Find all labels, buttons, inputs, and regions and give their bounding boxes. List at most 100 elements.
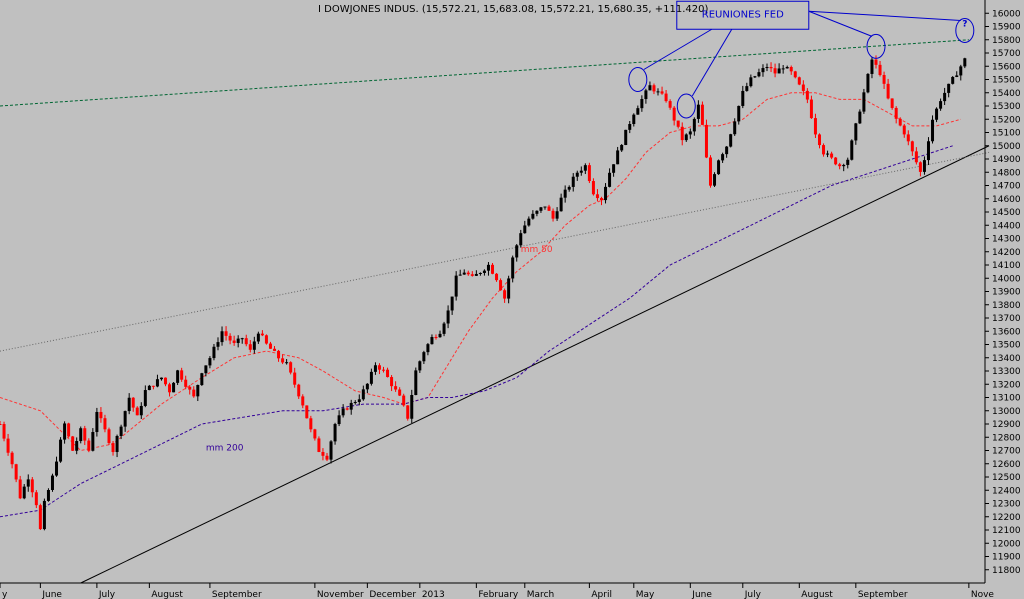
candle-body <box>963 58 967 67</box>
candle-body <box>192 389 196 397</box>
candle-body <box>789 66 793 72</box>
candle-body <box>708 157 712 186</box>
y-tick-label: 15900 <box>992 23 1021 33</box>
candle-body <box>268 343 272 349</box>
candle-body <box>6 438 10 453</box>
trendline-dashed <box>0 39 969 107</box>
y-tick-label: 14000 <box>992 274 1021 284</box>
candle-body <box>55 461 59 476</box>
y-tick-label: 15000 <box>992 142 1021 152</box>
candle-body <box>200 373 204 385</box>
candle-body <box>539 207 543 211</box>
candle-body <box>329 441 333 460</box>
candle-body <box>438 333 442 338</box>
candle-body <box>680 126 684 141</box>
candle-body <box>805 90 809 100</box>
candle-body <box>236 338 240 343</box>
y-tick-label: 12300 <box>992 500 1021 510</box>
candle-body <box>696 104 700 119</box>
y-tick-label: 12200 <box>992 513 1021 523</box>
candle-body <box>244 338 248 345</box>
candle-body <box>50 475 54 491</box>
candle-body <box>519 233 523 246</box>
y-tick-label: 14500 <box>992 208 1021 218</box>
candle-body <box>466 272 470 275</box>
y-tick-label: 14700 <box>992 182 1021 192</box>
chart-header: I DOWJONES INDUS. (15,572.21, 15,683.08,… <box>318 4 709 15</box>
candle-body <box>180 370 184 380</box>
candle-body <box>939 101 943 109</box>
candle-body <box>801 84 805 91</box>
candle-body <box>240 338 244 340</box>
y-tick-label: 16000 <box>992 9 1021 19</box>
candle-body <box>583 165 587 171</box>
candle-body <box>955 75 959 77</box>
candle-body <box>951 76 955 84</box>
candle-body <box>809 99 813 119</box>
x-tick-label: July <box>744 590 762 599</box>
x-tick-label: February <box>478 590 519 599</box>
candle-body <box>713 174 717 186</box>
annotations: mm 50 mm 200 REUNIONES FED? <box>206 0 975 454</box>
candle-body <box>99 411 103 419</box>
candle-body <box>208 358 212 366</box>
candle-body <box>418 361 422 371</box>
fed-meeting-circle <box>955 17 975 43</box>
x-tick-label: y <box>2 590 8 599</box>
candle-body <box>402 395 406 406</box>
candle-body <box>260 333 264 336</box>
candle-body <box>838 164 842 167</box>
candle-body <box>862 92 866 112</box>
fed-label-box <box>676 0 810 30</box>
candle-body <box>640 99 644 109</box>
candle-body <box>79 428 83 442</box>
candle-body <box>725 146 729 155</box>
y-tick-label: 13500 <box>992 341 1021 351</box>
y-tick-label: 12800 <box>992 433 1021 443</box>
y-tick-label: 14900 <box>992 155 1021 165</box>
candle-body <box>337 415 341 425</box>
candle-body <box>442 323 446 334</box>
candle-body <box>365 383 369 390</box>
candle-body <box>71 436 75 451</box>
candle-body <box>91 432 95 451</box>
candle-body <box>918 162 922 172</box>
candle-body <box>531 213 535 219</box>
y-tick-label: 15200 <box>992 115 1021 125</box>
candle-body <box>656 91 660 93</box>
candle-body <box>176 370 180 383</box>
candle-body <box>301 396 305 406</box>
candle-body <box>624 129 628 145</box>
candle-body <box>616 150 620 165</box>
candle-body <box>224 331 228 336</box>
candle-body <box>398 389 402 396</box>
candle-body <box>349 402 353 410</box>
y-tick-label: 13800 <box>992 301 1021 311</box>
candle-body <box>692 118 696 132</box>
candle-body <box>559 197 563 212</box>
candle-body <box>943 92 947 102</box>
candle-body <box>369 371 373 384</box>
candle-body <box>579 170 583 173</box>
candle-body <box>2 424 6 439</box>
y-tick-label: 15600 <box>992 62 1021 72</box>
candle-body <box>499 280 503 291</box>
y-tick-label: 12600 <box>992 460 1021 470</box>
candle-body <box>922 160 926 172</box>
candle-body <box>422 352 426 362</box>
candle-body <box>575 172 579 177</box>
y-tick-label: 13900 <box>992 288 1021 298</box>
candle-body <box>406 405 410 419</box>
x-tick-label: August <box>151 590 183 599</box>
candle-body <box>273 348 277 351</box>
candle-body <box>523 225 527 234</box>
candle-body <box>95 411 99 433</box>
candle-body <box>882 75 886 84</box>
candle-body <box>410 394 414 419</box>
candle-body <box>850 140 854 160</box>
candle-body <box>495 273 499 281</box>
candle-body <box>390 377 394 387</box>
candle-body <box>486 264 490 271</box>
